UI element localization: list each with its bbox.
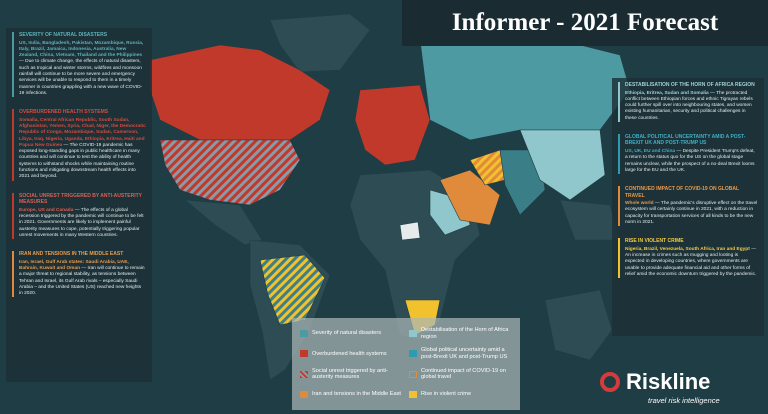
section: SEVERITY OF NATURAL DISASTERS US, India, … bbox=[12, 32, 146, 98]
text: — The COVID-19 pandemic has exposed long… bbox=[19, 142, 140, 180]
text: — An increase in crimes such as mugging … bbox=[625, 246, 757, 278]
legend-item: Overburdened health systems bbox=[300, 344, 403, 363]
legend-label: Social unrest triggered by anti-austerit… bbox=[312, 367, 388, 381]
text: — The effects of a global recession trig… bbox=[19, 207, 144, 238]
legend-label: Rise in violent crime bbox=[421, 391, 472, 398]
swatch bbox=[300, 330, 308, 338]
body: Whole world — The pandemic's disruptive … bbox=[625, 201, 758, 226]
heading: RISE IN VIOLENT CRIME bbox=[625, 238, 684, 245]
legend-item: Continued impact of COVID-19 on global t… bbox=[409, 365, 512, 384]
body: Iran, Israel, Gulf Arab states: Saudi Ar… bbox=[19, 260, 146, 298]
section: CONTINUED IMPACT OF COVID-19 ON GLOBAL T… bbox=[618, 186, 758, 227]
legend-item: Iran and tensions in the Middle East bbox=[300, 385, 403, 404]
logo: Riskline travel risk intelligence bbox=[600, 368, 760, 408]
places: Europe, US and Canada bbox=[19, 207, 74, 213]
legend: Severity of natural disasters Overburden… bbox=[292, 318, 520, 410]
legend-item: Social unrest triggered by anti-austerit… bbox=[300, 365, 403, 384]
swatch bbox=[409, 390, 417, 398]
section: RISE IN VIOLENT CRIME Nigeria, Brazil, Ve… bbox=[618, 238, 758, 279]
legend-item: Destabilisation of the Horn of Africa re… bbox=[409, 324, 512, 343]
swatch bbox=[300, 390, 308, 398]
legend-label: Iran and tensions in the Middle East bbox=[312, 391, 401, 398]
legend-label: Global political uncertainty amid a post… bbox=[421, 347, 508, 360]
body: Somalia, Central African Republic, South… bbox=[19, 118, 146, 181]
swatch bbox=[300, 350, 308, 358]
text: — Despite President Trump's defeat, a re… bbox=[625, 148, 755, 173]
swatch bbox=[300, 370, 308, 378]
section: DESTABILISATION OF THE HORN OF AFRICA RE… bbox=[618, 82, 758, 122]
left-panel: SEVERITY OF NATURAL DISASTERS US, India, … bbox=[6, 28, 152, 382]
body: Nigeria, Brazil, Venezuela, South Africa… bbox=[625, 247, 758, 278]
heading: DESTABILISATION OF THE HORN OF AFRICA RE… bbox=[625, 82, 755, 88]
swatch bbox=[409, 350, 417, 358]
places: Whole world bbox=[625, 201, 654, 207]
places: US, UK, EU and China bbox=[625, 148, 676, 154]
text: — The protracted conflict between Ethiop… bbox=[625, 90, 753, 121]
section: OVERBURDENED HEALTH SYSTEMS Somalia, Cent… bbox=[12, 109, 146, 181]
logo-name: Riskline bbox=[626, 369, 711, 394]
heading: SEVERITY OF NATURAL DISASTERS bbox=[19, 32, 108, 38]
right-panel: DESTABILISATION OF THE HORN OF AFRICA RE… bbox=[612, 78, 764, 336]
legend-item: Global political uncertainty amid a post… bbox=[409, 344, 512, 363]
section: IRAN AND TENSIONS IN THE MIDDLE EAST Iran… bbox=[12, 251, 146, 298]
logo-tagline: travel risk intelligence bbox=[648, 396, 720, 405]
legend-label: Overburdened health systems bbox=[312, 350, 387, 357]
legend-label: Severity of natural disasters bbox=[312, 330, 382, 337]
legend-item: Rise in violent crime bbox=[409, 385, 512, 404]
places: Iran, Israel, Gulf Arab states: Saudi Ar… bbox=[19, 259, 129, 271]
places: Somalia, Central African Republic, South… bbox=[19, 117, 146, 148]
legend-item: Severity of natural disasters bbox=[300, 324, 403, 343]
heading: GLOBAL POLITICAL UNCERTAINTY AMID A POST… bbox=[625, 133, 746, 147]
heading: IRAN AND TENSIONS IN THE MIDDLE EAST bbox=[19, 251, 124, 258]
swatch bbox=[409, 370, 417, 378]
places: Ethiopia, Eritrea, Sudan and Somalia bbox=[625, 90, 709, 96]
heading: CONTINUED IMPACT OF COVID-19 ON GLOBAL T… bbox=[625, 186, 739, 199]
body: US, India, Bangladesh, Pakistan, Mozambi… bbox=[19, 41, 146, 98]
heading: OVERBURDENED HEALTH SYSTEMS bbox=[19, 109, 109, 116]
land bbox=[149, 13, 631, 381]
title: Informer - 2021 Forecast bbox=[402, 0, 768, 46]
body: Europe, US and Canada — The effects of a… bbox=[19, 208, 146, 239]
swatch bbox=[409, 330, 417, 338]
heading: SOCIAL UNREST TRIGGERED BY ANTI-AUSTERIT… bbox=[19, 192, 142, 206]
body: Ethiopia, Eritrea, Sudan and Somalia — T… bbox=[625, 91, 758, 122]
places: Nigeria, Brazil, Venezuela, South Africa… bbox=[625, 246, 750, 252]
text: — Iran will continue to remain a major t… bbox=[19, 265, 145, 297]
legend-label: Destabilisation of the Horn of Africa re… bbox=[421, 327, 509, 340]
text: — The pandemic's disruptive effect on th… bbox=[625, 201, 758, 226]
text: — Due to climate change, the effects of … bbox=[19, 59, 143, 96]
body: US, UK, EU and China — Despite President… bbox=[625, 149, 758, 174]
section: SOCIAL UNREST TRIGGERED BY ANTI-AUSTERIT… bbox=[12, 192, 146, 240]
section: GLOBAL POLITICAL UNCERTAINTY AMID A POST… bbox=[618, 133, 758, 175]
logo-icon bbox=[600, 372, 620, 392]
legend-label: Continued impact of COVID-19 on global t… bbox=[421, 367, 506, 381]
places: US, India, Bangladesh, Pakistan, Mozambi… bbox=[19, 40, 144, 59]
